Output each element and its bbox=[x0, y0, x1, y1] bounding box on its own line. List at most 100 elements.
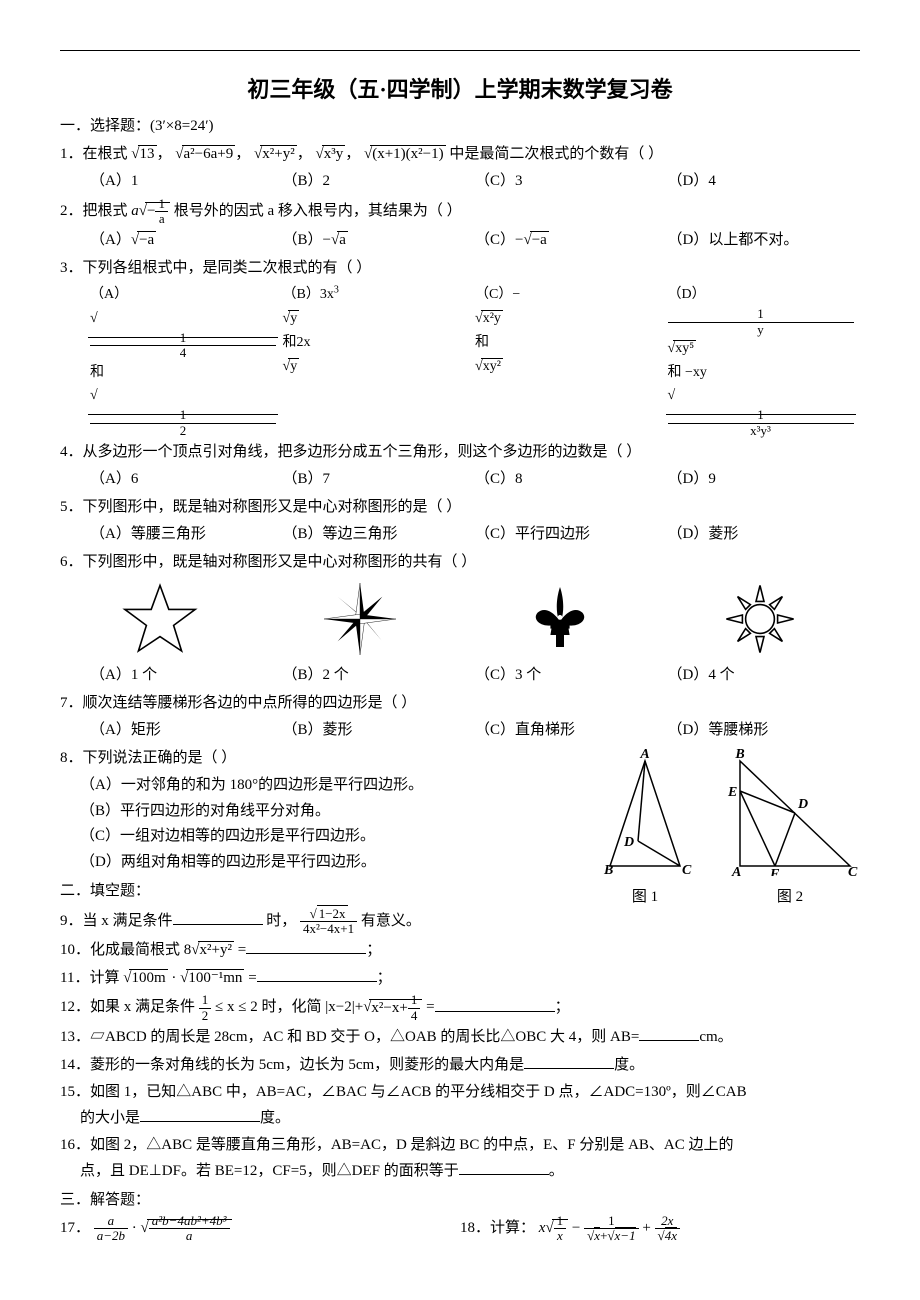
page-title: 初三年级（五·四学制）上学期末数学复习卷 bbox=[60, 71, 860, 108]
q1-rad1: √13 bbox=[131, 142, 156, 168]
q9-c: 有意义。 bbox=[361, 913, 421, 929]
q18-f2da: x bbox=[594, 1227, 600, 1243]
q3-b2: 2x bbox=[297, 335, 311, 350]
q9-frac: √1−2x4x²−4x+1 bbox=[300, 907, 357, 937]
q5-opt-a: （A）等腰三角形 bbox=[90, 522, 283, 548]
q18-r1n: 1 bbox=[554, 1214, 567, 1229]
section-3-head: 三．解答题： bbox=[60, 1188, 860, 1214]
q3-opt-a: （A） √14 和 √12 bbox=[90, 283, 283, 437]
q15-blank bbox=[140, 1106, 260, 1122]
question-13: 13．▱ABCD 的周长是 28cm，AC 和 BD 交于 O，△OAB 的周长… bbox=[60, 1025, 860, 1051]
q2-c-label: （C）− bbox=[475, 232, 523, 248]
star-icon bbox=[115, 579, 205, 659]
q11-r1: 100m bbox=[129, 969, 167, 986]
q15-l1: 15．如图 1，已知△ABC 中，AB=AC，∠BAC 与∠ACB 的平分线相交… bbox=[60, 1080, 860, 1106]
q13-blank bbox=[639, 1025, 699, 1041]
q3-a-l: （A） bbox=[90, 287, 128, 302]
q3-d-l: （D） bbox=[668, 287, 706, 302]
q4-opt-a: （A）6 bbox=[90, 467, 283, 493]
q3-a2d: 2 bbox=[90, 424, 276, 438]
q17-f1d: a−2b bbox=[94, 1229, 128, 1243]
q1-rad2: √a²−6a+9 bbox=[175, 142, 235, 168]
q2-neg: − bbox=[147, 203, 155, 219]
q3-a1n: 1 bbox=[90, 331, 276, 346]
q12-f2d: 4 bbox=[408, 1009, 421, 1023]
section-1-head: 一．选择题：(3′×8=24′) bbox=[60, 114, 860, 140]
q4-opt-d: （D）9 bbox=[668, 467, 861, 493]
question-15: 15．如图 1，已知△ABC 中，AB=AC，∠BAC 与∠ACB 的平分线相交… bbox=[60, 1080, 860, 1131]
q12-a: 12．如果 x 满足条件 bbox=[60, 1000, 195, 1016]
sun-icon bbox=[715, 579, 805, 659]
fig1-caption: 图 1 bbox=[590, 885, 700, 911]
q6-opt-c: （C）3 个 bbox=[475, 663, 668, 689]
fleur-icon bbox=[515, 579, 605, 659]
q14-blank bbox=[524, 1053, 614, 1069]
q17-l: 17． bbox=[60, 1220, 90, 1236]
q2-c-exp: −a bbox=[530, 231, 549, 248]
q3-b-l: （B）3x bbox=[283, 287, 334, 302]
q9-a: 9．当 x 满足条件 bbox=[60, 913, 173, 929]
q9-den: 4x²−4x+1 bbox=[300, 922, 357, 936]
fig2-D: D bbox=[797, 797, 808, 812]
q6-opt-d: （D）4 个 bbox=[668, 663, 861, 689]
q10-rad: x²+y² bbox=[198, 941, 234, 958]
q2-opt-a: （A）√−a bbox=[90, 228, 283, 254]
q1-r2: a²−6a+9 bbox=[182, 145, 236, 162]
question-12: 12．如果 x 满足条件 12 ≤ x ≤ 2 时，化简 |x−2|+√x²−x… bbox=[60, 993, 860, 1023]
q5-opt-d: （D）菱形 bbox=[668, 522, 861, 548]
q1-opt-a: （A）1 bbox=[90, 169, 283, 195]
q10-coef: 8 bbox=[184, 942, 192, 958]
q18-l: 18．计算： bbox=[460, 1220, 535, 1236]
q2-b-exp: a bbox=[337, 231, 348, 248]
q3-b-and: 和 bbox=[283, 335, 297, 350]
q12-end: ； bbox=[555, 1000, 570, 1016]
q1-stem-b: 中是最简二次根式的个数有（ ） bbox=[449, 146, 663, 162]
q1-opt-c: （C）3 bbox=[475, 169, 668, 195]
q11-a: 11．计算 bbox=[60, 970, 119, 986]
fig2-A: A bbox=[731, 865, 741, 876]
question-10: 10．化成最简根式 8√x²+y² =； bbox=[60, 938, 860, 964]
q1-r5: (x+1)(x²−1) bbox=[370, 145, 445, 162]
q3-opt-c: （C）−√x²y和√xy² bbox=[475, 283, 668, 437]
q13-u: cm。 bbox=[699, 1029, 732, 1045]
q2-outer: a bbox=[131, 203, 139, 219]
q6-opt-b: （B）2 个 bbox=[283, 663, 476, 689]
q14-t: 14．菱形的一条对角线的长为 5cm，边长为 5cm，则菱形的最大内角是 bbox=[60, 1057, 524, 1073]
q3-d2n: 1 bbox=[668, 408, 854, 423]
q10-blank bbox=[246, 938, 366, 954]
q17-rn: a²b−4ab²+4b³ bbox=[149, 1214, 230, 1229]
q4-opt-c: （C）8 bbox=[475, 467, 668, 493]
q18-r1d: x bbox=[554, 1229, 567, 1243]
q3-d1r: xy⁵ bbox=[673, 340, 696, 356]
q1-opt-d: （D）4 bbox=[668, 169, 861, 195]
fig2-E: E bbox=[727, 785, 737, 800]
q12-mid: ≤ x ≤ 2 bbox=[215, 1000, 258, 1016]
q11-dot: · bbox=[171, 970, 176, 986]
q12-eq: = bbox=[426, 1000, 434, 1016]
question-11: 11．计算 √100m · √100⁻¹mn =； bbox=[60, 966, 860, 992]
q2-opt-b: （B）−√a bbox=[283, 228, 476, 254]
q10-eq: = bbox=[238, 942, 246, 958]
q3-d1d: y bbox=[668, 323, 854, 337]
q7-options: （A）矩形 （B）菱形 （C）直角梯形 （D）等腰梯形 bbox=[90, 718, 860, 744]
fig1-A: A bbox=[639, 747, 649, 762]
q16-e: 。 bbox=[549, 1163, 564, 1179]
q3-options: （A） √14 和 √12 （B）3x3√y和2x√y （C）−√x²y和√xy… bbox=[90, 283, 860, 437]
fig2-caption: 图 2 bbox=[720, 885, 860, 911]
q1-options: （A）1 （B）2 （C）3 （D）4 bbox=[90, 169, 860, 195]
fig2-F: F bbox=[769, 867, 780, 876]
question-6: 6．下列图形中，既是轴对称图形又是中心对称图形的共有（ ） bbox=[60, 550, 860, 576]
q15-u: 度。 bbox=[260, 1110, 290, 1126]
top-rule bbox=[60, 50, 860, 51]
q11-blank bbox=[257, 966, 377, 982]
q16-blank bbox=[459, 1159, 549, 1175]
q6-options: （A）1 个 （B）2 个 （C）3 个 （D）4 个 bbox=[90, 663, 860, 689]
q12-blank bbox=[435, 996, 555, 1012]
question-7: 7．顺次连结等腰梯形各边的中点所得的四边形是（ ） bbox=[60, 691, 860, 717]
q3-c-and: 和 bbox=[475, 335, 489, 350]
question-16: 16．如图 2，△ABC 是等腰直角三角形，AB=AC，D 是斜边 BC 的中点… bbox=[60, 1133, 860, 1184]
figure-2: B E D A F C bbox=[720, 746, 860, 876]
question-17: 17． aa−2b · √a²b−4ab²+4b³a bbox=[60, 1214, 460, 1244]
q14-u: 度。 bbox=[614, 1057, 644, 1073]
fig1-D: D bbox=[623, 835, 634, 850]
